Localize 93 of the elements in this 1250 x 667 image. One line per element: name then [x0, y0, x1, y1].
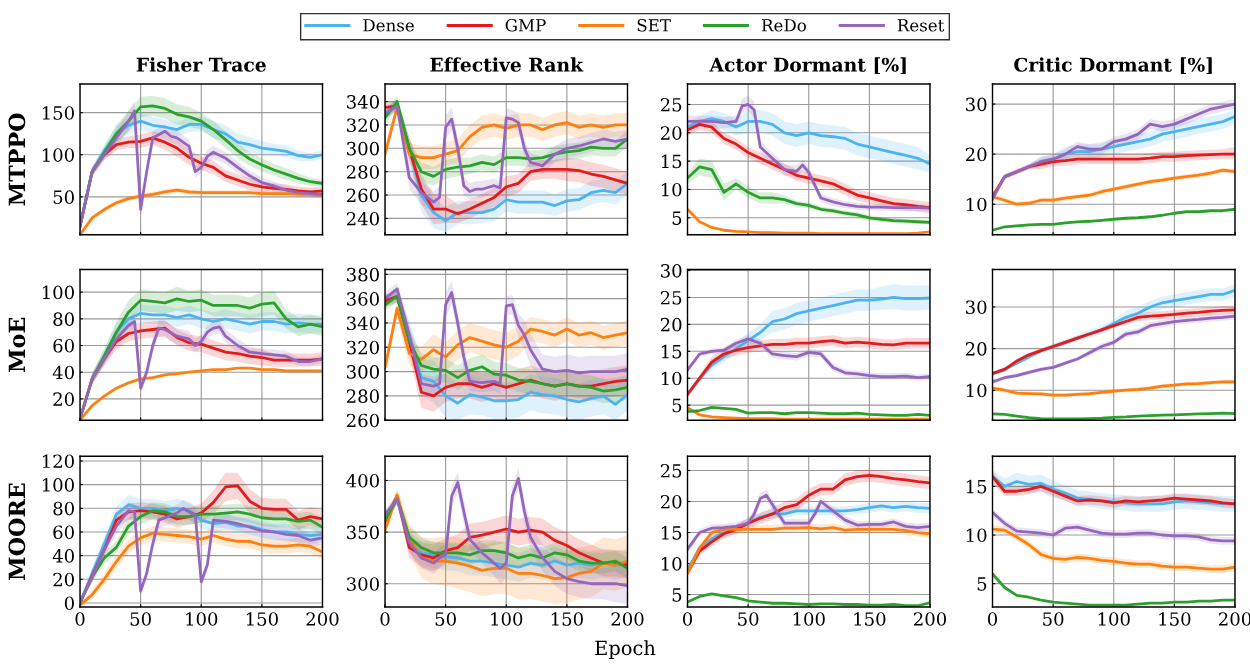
y-tick-label: 80 — [53, 501, 74, 516]
line-series — [992, 207, 1235, 232]
line-series — [385, 306, 628, 370]
y-tick-label: 10 — [661, 371, 682, 386]
y-tick-label: 30 — [966, 300, 987, 315]
y-tick-label: 60 — [53, 525, 74, 540]
y-tick-label: 300 — [347, 365, 379, 379]
y-tick-label: 5 — [672, 211, 682, 225]
x-tick-label: 100 — [491, 612, 523, 626]
y-tick-label: 20 — [660, 126, 682, 140]
y-tick-label: 280 — [346, 165, 379, 179]
legend-label: ReDo — [761, 19, 806, 32]
x-tick-label: 100 — [1098, 612, 1130, 626]
x-tick-label: 50 — [1043, 612, 1064, 626]
y-tick-label: 20 — [53, 572, 74, 587]
y-axis-title: MoE — [8, 317, 26, 373]
line-series — [385, 477, 628, 588]
legend-label: Dense — [363, 19, 414, 32]
y-tick-label: 60 — [53, 338, 74, 353]
y-tick-label: 20 — [965, 342, 987, 356]
x-tick-label: 150 — [1159, 612, 1191, 626]
x-tick-label: 200 — [306, 612, 339, 626]
x-axis-title: Epoch — [595, 640, 656, 659]
y-tick-label: 25 — [660, 463, 682, 478]
x-tick-label: 0 — [682, 612, 693, 626]
x-tick-label: 0 — [380, 612, 390, 626]
y-tick-label: 400 — [346, 473, 379, 488]
y-tick-label: 20 — [965, 147, 987, 162]
y-tick-label: 25 — [660, 97, 682, 112]
y-tick-label: 260 — [346, 188, 379, 203]
y-tick-label: 40 — [52, 549, 74, 563]
y-tick-label: 15 — [661, 344, 682, 359]
y-tick-label: 50 — [53, 190, 74, 204]
legend-label: SET — [637, 18, 671, 32]
y-tick-label: 380 — [347, 267, 379, 282]
y-axis-title: MTPPO — [8, 113, 26, 206]
x-tick-label: 200 — [611, 612, 644, 626]
y-tick-label: 15 — [661, 154, 682, 169]
y-tick-label: 340 — [347, 95, 379, 109]
y-tick-label: 340 — [347, 316, 379, 331]
legend-label: GMP — [505, 18, 546, 32]
y-tick-label: 280 — [346, 389, 379, 404]
y-tick-label: 10 — [966, 197, 987, 212]
y-tick-label: 320 — [347, 118, 379, 133]
y-tick-label: 40 — [52, 365, 74, 380]
y-tick-label: 20 — [660, 317, 682, 332]
x-tick-label: 150 — [551, 612, 583, 626]
y-tick-label: 240 — [346, 211, 379, 226]
line-series — [687, 117, 930, 166]
y-tick-label: 30 — [661, 264, 682, 278]
x-tick-label: 50 — [435, 612, 456, 626]
y-tick-label: 360 — [347, 292, 379, 306]
x-tick-label: 100 — [793, 612, 825, 626]
y-tick-label: 320 — [347, 340, 379, 355]
y-tick-label: 10 — [661, 182, 682, 197]
y-tick-label: 100 — [42, 478, 74, 492]
chart-title: Critic Dormant [%] — [1014, 57, 1212, 75]
x-tick-label: 150 — [854, 612, 886, 626]
chart-title: Actor Dormant [%] — [709, 57, 906, 75]
y-tick-label: 15 — [966, 479, 987, 494]
y-tick-label: 100 — [42, 285, 74, 300]
y-tick-label: 260 — [346, 413, 379, 428]
y-tick-label: 350 — [347, 525, 379, 540]
y-tick-label: 100 — [42, 148, 74, 162]
y-tick-label: 30 — [966, 97, 987, 112]
y-tick-label: 15 — [661, 525, 682, 540]
y-tick-label: 0 — [64, 596, 74, 611]
y-tick-label: 10 — [966, 528, 987, 543]
y-tick-label: 120 — [42, 454, 74, 469]
y-tick-label: 150 — [42, 106, 74, 120]
x-tick-label: 100 — [186, 612, 218, 626]
y-tick-label: 5 — [977, 577, 987, 591]
chart-title: Fisher Trace — [136, 57, 266, 72]
chart-title: Effective Rank — [430, 57, 584, 72]
y-tick-label: 20 — [660, 494, 682, 509]
y-tick-label: 300 — [347, 141, 379, 156]
y-tick-label: 10 — [966, 383, 987, 398]
x-tick-label: 150 — [246, 612, 278, 626]
x-tick-label: 0 — [75, 612, 85, 626]
y-tick-label: 80 — [53, 312, 74, 326]
y-tick-label: 20 — [53, 392, 74, 406]
x-tick-label: 50 — [130, 612, 151, 626]
x-tick-label: 0 — [987, 612, 998, 626]
y-tick-label: 10 — [661, 557, 682, 571]
y-axis-title: MOORE — [8, 483, 26, 581]
y-tick-label: 5 — [672, 398, 682, 413]
y-tick-label: 5 — [672, 588, 682, 602]
legend-label: Reset — [897, 19, 945, 32]
line-series — [687, 405, 930, 417]
x-tick-label: 200 — [913, 612, 947, 626]
y-tick-label: 300 — [347, 577, 379, 591]
x-tick-label: 50 — [738, 612, 759, 626]
y-tick-label: 25 — [660, 290, 682, 305]
